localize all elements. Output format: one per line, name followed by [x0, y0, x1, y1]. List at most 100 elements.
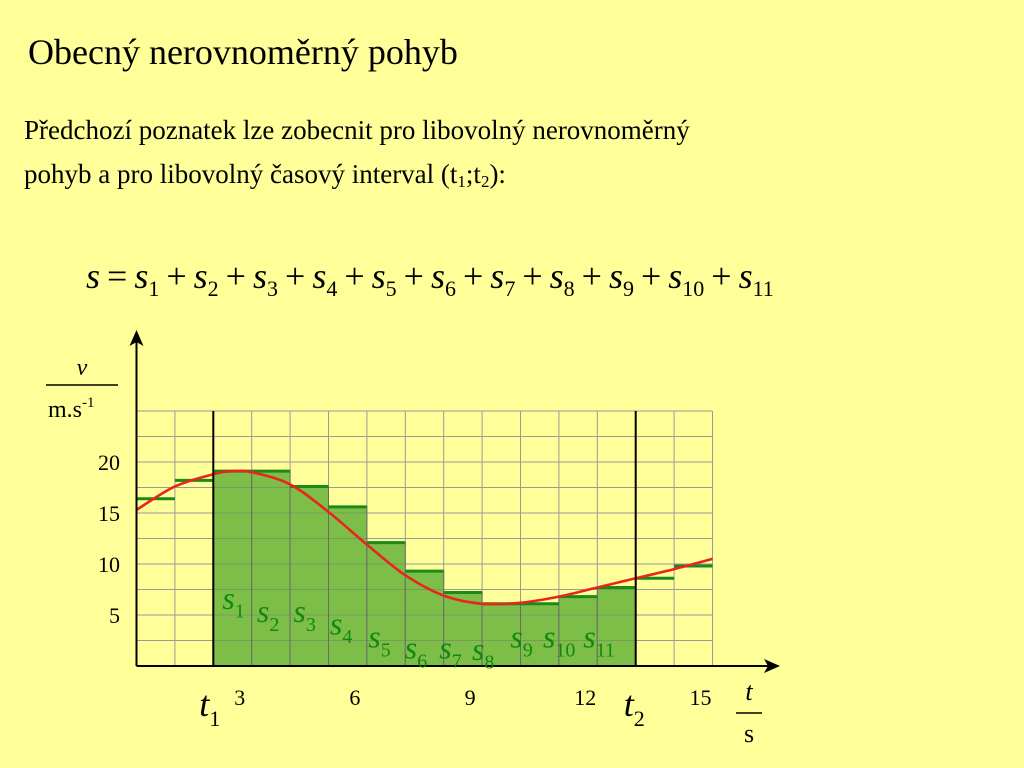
area-label: s11 [583, 619, 615, 662]
area-label-letter: s [510, 619, 522, 655]
formula-term-letter: s [608, 256, 623, 296]
t2-label-sub: 2 [634, 706, 645, 731]
area-label: s9 [510, 619, 532, 662]
formula-term: s2 [193, 256, 219, 300]
t2-label-letter: t [624, 684, 635, 724]
formula-plus: + [166, 256, 187, 296]
x-axis-arrow [764, 659, 780, 673]
x-tick-label: 3 [234, 685, 245, 710]
area-label-text: s10 [543, 619, 575, 662]
t2-label-text: t2 [624, 684, 645, 731]
area-label-text: s2 [257, 593, 279, 636]
area-rect [443, 592, 483, 667]
formula-lhs: s [86, 256, 101, 296]
area-label-text: s4 [330, 605, 352, 648]
area-label-sub: 9 [523, 639, 533, 661]
formula-plus: + [285, 256, 306, 296]
area-label-sub: 8 [484, 652, 494, 674]
area-label: s10 [543, 619, 575, 662]
area-label-sub: 6 [417, 651, 427, 673]
area-rect [596, 586, 637, 667]
area-label: s3 [293, 593, 315, 636]
formula-term-sub: 2 [207, 276, 219, 301]
formula-term: s7 [490, 256, 515, 300]
y-axis-label-numerator: v [77, 355, 88, 381]
formula-term: s6 [430, 256, 456, 300]
area-label-text: s11 [583, 619, 615, 662]
formula-term: s11 [738, 256, 774, 300]
area-rect [366, 542, 406, 667]
x-tick-label: 15 [690, 685, 712, 710]
velocity-curve [135, 469, 713, 606]
slide-paragraph: Předchozí poznatek lze zobecnit pro libo… [24, 108, 1004, 196]
area-label: s2 [257, 593, 279, 636]
t1-label-text: t1 [199, 684, 220, 731]
formula-term-letter: s [312, 256, 327, 296]
area-rect [481, 603, 522, 667]
paragraph-line-2-mid: ;t [465, 159, 481, 189]
formula-term-sub: 11 [752, 276, 774, 301]
area-label: s5 [368, 619, 390, 662]
formula-term-sub: 9 [622, 276, 634, 301]
area-label-text: s5 [368, 619, 390, 662]
area-label-letter: s [222, 580, 234, 616]
formula-term-letter: s [134, 256, 149, 296]
formula-term-letter: s [549, 256, 564, 296]
formula-term: s1 [134, 256, 159, 300]
formula-plus: + [522, 256, 543, 296]
area-label-text: s1 [222, 580, 244, 623]
area-label-sub: 1 [235, 601, 245, 623]
y-axis-label-exponent: -1 [82, 395, 95, 411]
t1-label-sub: 1 [209, 706, 220, 731]
formula-term: s3 [252, 256, 278, 300]
area-label-text: s8 [472, 631, 494, 674]
formula-term: s5 [371, 256, 397, 300]
x-axis-label-numerator: t [745, 677, 753, 706]
area-label-text: s7 [439, 630, 461, 673]
area-rectangles [212, 470, 637, 667]
area-label: s4 [330, 605, 352, 648]
area-label-sub: 4 [342, 626, 352, 648]
formula-term-letter: s [193, 256, 208, 296]
t1-label-letter: t [199, 684, 210, 724]
area-label: s8 [472, 631, 494, 674]
formula-term-letter: s [371, 256, 386, 296]
formula-term-letter: s [252, 256, 267, 296]
formula-plus: + [640, 256, 662, 296]
formula-term-letter: s [668, 256, 683, 296]
area-label-letter: s [368, 619, 380, 655]
area-rect [328, 506, 368, 667]
area-label: s6 [405, 630, 427, 673]
area-label-text: s6 [405, 630, 427, 673]
area-label-letter: s [405, 630, 417, 666]
formula-plus: + [711, 256, 732, 296]
formula-plus: + [581, 256, 602, 296]
area-label-text: s9 [510, 619, 532, 662]
y-tick-label: 20 [98, 450, 120, 475]
formula-term-letter: s [430, 256, 445, 296]
x-tick-label: 6 [349, 685, 360, 710]
formula-term-sub: 1 [148, 276, 160, 301]
formula-term-sub: 8 [563, 276, 575, 301]
area-rect [558, 596, 598, 667]
sum-formula: s = s1 + s2 + s3 + s4 + s5 + s6 + s7 + s8 + s9 + s10 + s11 [86, 256, 774, 300]
x-tick-label: 12 [574, 685, 596, 710]
x-axis-label-denominator: s [744, 719, 754, 748]
area-label-sub: 11 [596, 639, 615, 661]
slide-title: Obecný nerovnoměrný pohyb [28, 32, 458, 72]
area-rect [289, 485, 330, 667]
area-label-sub: 5 [381, 639, 391, 661]
formula-plus: + [225, 256, 246, 296]
area-label-letter: s [543, 619, 555, 655]
area-label-sub: 3 [306, 614, 316, 636]
area-rect [251, 470, 291, 667]
area-label: s7 [439, 630, 461, 673]
formula-term-letter: s [738, 256, 753, 296]
y-axis-label-unit: m.s [48, 397, 82, 423]
paragraph-line-2: pohyb a pro libovolný časový interval (t… [24, 152, 1004, 196]
formula-plus: + [462, 256, 484, 296]
formula-term-sub: 3 [267, 276, 278, 301]
formula-term-sub: 6 [444, 276, 456, 301]
area-label-letter: s [583, 619, 595, 655]
